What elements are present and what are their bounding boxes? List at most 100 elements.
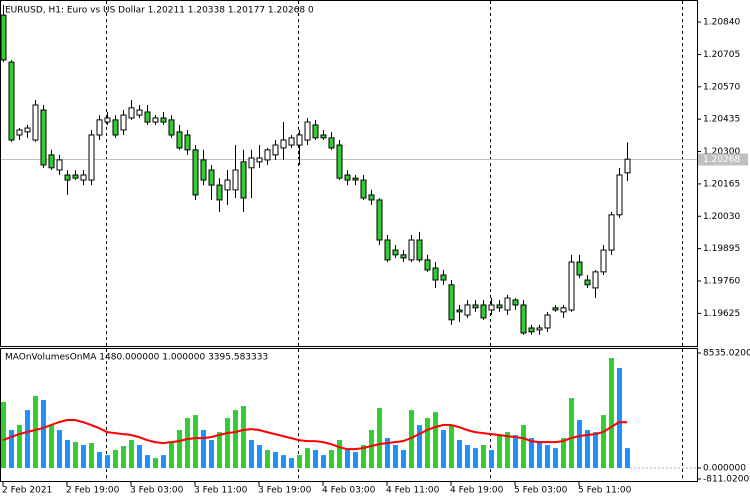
- volume-bar: [169, 442, 174, 469]
- volume-bar: [473, 448, 478, 469]
- candle-body: [72, 174, 79, 179]
- volume-bar: [561, 438, 566, 469]
- volume-bar: [321, 455, 326, 469]
- volume-bar: [441, 430, 446, 469]
- x-tick-label: 2 Feb 2021: [2, 486, 52, 496]
- candle-body: [232, 169, 239, 191]
- y-tick-label: 1.19760: [703, 276, 740, 286]
- volume-bar: [305, 448, 310, 469]
- candle-body: [608, 214, 615, 251]
- volume-bar: [65, 440, 70, 469]
- candle-body: [288, 137, 295, 146]
- candle-body: [456, 309, 463, 313]
- main-pane-frame: [0, 0, 698, 347]
- volume-bar: [345, 450, 350, 469]
- candle-body: [616, 174, 623, 216]
- candle-body: [256, 157, 263, 163]
- candle-body: [504, 297, 511, 311]
- volume-bar: [185, 418, 190, 469]
- volume-bar: [145, 455, 150, 469]
- candle-body: [152, 117, 159, 123]
- candle-body: [240, 161, 247, 199]
- volume-bar: [57, 430, 62, 469]
- candle-body: [448, 284, 455, 321]
- volume-bar: [393, 445, 398, 469]
- x-tick-label: 4 Feb 11:00: [386, 486, 440, 496]
- volume-bar: [1, 402, 6, 469]
- x-tick-label: 4 Feb 03:00: [322, 486, 376, 496]
- y-tick-label: 1.20435: [703, 115, 740, 125]
- y-tick-label: 1.19625: [703, 309, 740, 319]
- volume-bar: [217, 432, 222, 469]
- candle-body: [432, 267, 439, 281]
- candle-body: [480, 304, 487, 319]
- chart-title: EURUSD, H1: Euro vs US Dollar 1.20211 1.…: [5, 6, 314, 16]
- candle-body: [408, 239, 415, 261]
- candle-body: [624, 158, 631, 174]
- volume-bar: [153, 458, 158, 469]
- volume-bar: [113, 450, 118, 469]
- candle-body: [304, 121, 311, 141]
- volume-bar: [121, 446, 126, 469]
- y-tick-label: 1.20030: [703, 212, 740, 222]
- candle-body: [424, 259, 431, 271]
- candle-body: [552, 307, 559, 311]
- volume-bar: [201, 430, 206, 469]
- candle-body: [576, 261, 583, 276]
- volume-bar: [33, 396, 38, 469]
- y-tick-label: 1.20840: [703, 18, 740, 28]
- volume-bar: [233, 410, 238, 469]
- candle-body: [48, 154, 55, 169]
- volume-bar: [361, 445, 366, 469]
- volume-bar: [465, 445, 470, 469]
- volume-bar: [297, 455, 302, 469]
- volume-bar: [337, 440, 342, 469]
- candle-body: [352, 177, 359, 181]
- volume-bar: [457, 440, 462, 469]
- volume-bar: [257, 445, 262, 469]
- volume-bar: [481, 445, 486, 469]
- candle-body: [360, 179, 367, 199]
- candle-body: [296, 134, 303, 146]
- volume-bar: [625, 448, 630, 469]
- candle-body: [88, 134, 95, 181]
- candle-body: [176, 131, 183, 149]
- volume-bar: [281, 455, 286, 469]
- candle-body: [320, 134, 327, 139]
- volume-bar: [49, 425, 54, 469]
- volume-bar: [289, 458, 294, 469]
- ma-line: [2, 419, 628, 451]
- volume-bar: [97, 452, 102, 469]
- candle-body: [400, 254, 407, 259]
- candle-body: [600, 249, 607, 273]
- candle-body: [312, 124, 319, 139]
- volume-bar: [177, 430, 182, 469]
- volume-bar: [497, 435, 502, 469]
- candle-body: [440, 274, 447, 281]
- volume-bar: [529, 438, 534, 469]
- volume-bar: [265, 450, 270, 469]
- candle-body: [16, 129, 23, 136]
- volume-bar: [601, 415, 606, 469]
- candle-body: [200, 159, 207, 181]
- volume-bar: [385, 438, 390, 469]
- candle-body: [24, 127, 31, 133]
- candle-body: [40, 109, 47, 166]
- candle-body: [216, 184, 223, 201]
- volume-bar: [489, 450, 494, 469]
- y-tick-label: 1.19895: [703, 244, 740, 254]
- volume-bar: [593, 432, 598, 469]
- x-tick-label: 3 Feb 11:00: [194, 486, 248, 496]
- candle-body: [328, 137, 335, 149]
- volume-bar: [617, 368, 622, 469]
- candle-body: [224, 179, 231, 191]
- volume-bar: [553, 448, 558, 469]
- candle-body: [264, 149, 271, 161]
- volume-bar: [569, 398, 574, 469]
- candle-body: [112, 119, 119, 136]
- candle-body: [64, 174, 71, 181]
- candle-body: [520, 304, 527, 334]
- volume-bar: [161, 455, 166, 469]
- candle-body: [104, 117, 111, 123]
- volume-bar: [449, 425, 454, 469]
